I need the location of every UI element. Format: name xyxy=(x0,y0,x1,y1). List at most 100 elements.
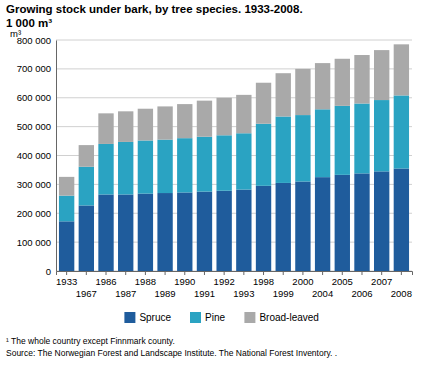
bar xyxy=(98,113,113,144)
y-tick: 700 000 xyxy=(17,63,56,74)
y-tick: 300 000 xyxy=(17,179,56,190)
plot: 0100 000200 000300 000400 000500 000600 … xyxy=(17,35,413,299)
y-tick-label: 500 000 xyxy=(17,121,51,132)
bar xyxy=(276,117,291,183)
x-tick-mark xyxy=(125,271,126,275)
x-tick-label: 2008 xyxy=(391,288,412,299)
x-tick-label: 1999 xyxy=(273,288,294,299)
x-tick-mark xyxy=(165,271,166,275)
bar xyxy=(295,69,310,115)
x-tick-label: 2006 xyxy=(351,288,372,299)
x-tick-label: 2007 xyxy=(371,276,392,287)
bar xyxy=(295,115,310,181)
x-tick-mark xyxy=(66,271,67,275)
y-axis-line xyxy=(56,41,57,272)
x-tick-mark xyxy=(401,271,402,275)
x-tick-label: 2005 xyxy=(332,276,353,287)
bar xyxy=(354,104,369,174)
x-tick-label: 1987 xyxy=(115,288,136,299)
bar xyxy=(79,167,94,206)
legend: Spruce Pine Broad-leaved xyxy=(124,312,318,323)
x-tick: 1988 xyxy=(135,271,156,287)
bar xyxy=(354,173,369,271)
legend-swatch xyxy=(190,312,201,323)
x-axis: 1933196719861987198819891990199119921993… xyxy=(56,271,412,299)
x-tick-label: 1967 xyxy=(76,288,97,299)
bar xyxy=(197,101,212,137)
bar xyxy=(335,106,350,175)
legend-label: Broad-leaved xyxy=(259,312,318,323)
note: ¹ The whole country except Finnmark coun… xyxy=(6,336,175,346)
y-tick: 200 000 xyxy=(17,208,56,219)
x-tick: 2008 xyxy=(391,271,412,299)
bar xyxy=(315,109,330,177)
x-tick-mark xyxy=(204,271,205,275)
bar xyxy=(295,181,310,271)
bar xyxy=(157,106,172,139)
bar xyxy=(256,124,271,186)
note: Source: The Norwegian Forest and Landsca… xyxy=(6,348,337,358)
x-tick: 1999 xyxy=(273,271,294,299)
bar xyxy=(354,55,369,104)
bar xyxy=(394,44,409,95)
bar xyxy=(98,194,113,271)
bar xyxy=(138,109,153,141)
bar xyxy=(394,95,409,168)
legend-swatch xyxy=(124,312,135,323)
bar xyxy=(256,186,271,271)
grid-line xyxy=(56,40,412,41)
bar xyxy=(118,142,133,195)
legend-label: Pine xyxy=(205,312,225,323)
bar xyxy=(276,183,291,271)
x-tick: 2006 xyxy=(351,271,372,299)
x-tick: 1990 xyxy=(174,271,195,287)
y-tick: 400 000 xyxy=(17,150,56,161)
x-tick: 2005 xyxy=(332,271,353,287)
x-tick-mark xyxy=(145,271,146,275)
title: Growing stock under bark, by tree specie… xyxy=(6,3,303,15)
x-tick-label: 1998 xyxy=(253,276,274,287)
x-tick: 1967 xyxy=(76,271,97,299)
x-tick-mark xyxy=(302,271,303,275)
x-tick-label: 2000 xyxy=(292,276,313,287)
y-tick-label: 400 000 xyxy=(17,150,51,161)
bar xyxy=(177,138,192,192)
y-tick-label: 0 xyxy=(46,266,51,277)
chart: Growing stock under bark, by tree specie… xyxy=(0,0,422,366)
y-tick: 0 xyxy=(46,266,56,277)
bar xyxy=(236,95,251,133)
x-tick-label: 1988 xyxy=(135,276,156,287)
x-tick: 1998 xyxy=(253,271,274,287)
x-tick-label: 1986 xyxy=(95,276,116,287)
bar xyxy=(157,140,172,193)
grid xyxy=(56,40,412,271)
y-tick: 800 000 xyxy=(17,35,56,46)
bar xyxy=(216,191,231,271)
bar xyxy=(59,177,74,196)
bar xyxy=(276,73,291,116)
x-axis-line xyxy=(57,272,413,276)
bar xyxy=(216,135,231,190)
bar xyxy=(256,83,271,124)
x-tick-label: 1933 xyxy=(56,276,77,287)
x-tick: 2004 xyxy=(312,271,333,299)
x-tick: 1987 xyxy=(115,271,136,299)
x-tick: 1992 xyxy=(214,271,235,287)
bar xyxy=(197,192,212,271)
bar xyxy=(394,168,409,271)
x-tick: 1989 xyxy=(155,271,176,299)
x-tick: 1993 xyxy=(233,271,254,299)
x-tick-mark xyxy=(381,271,382,275)
legend-label: Spruce xyxy=(139,312,171,323)
legend-swatch xyxy=(244,312,255,323)
x-tick-mark xyxy=(322,271,323,275)
x-tick: 2007 xyxy=(371,271,392,287)
x-tick-mark xyxy=(263,271,264,275)
bar xyxy=(118,111,133,142)
bar xyxy=(236,133,251,189)
y-tick-label: 300 000 xyxy=(17,179,51,190)
y-tick: 100 000 xyxy=(17,237,56,248)
bar xyxy=(335,59,350,106)
x-tick-mark xyxy=(224,271,225,275)
x-tick-mark xyxy=(361,271,362,275)
